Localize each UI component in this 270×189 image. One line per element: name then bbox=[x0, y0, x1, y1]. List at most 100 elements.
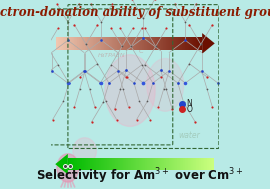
Polygon shape bbox=[147, 37, 148, 50]
Polygon shape bbox=[197, 37, 198, 50]
Polygon shape bbox=[94, 158, 95, 170]
Polygon shape bbox=[81, 158, 82, 170]
Polygon shape bbox=[160, 158, 161, 170]
Polygon shape bbox=[137, 158, 138, 170]
Polygon shape bbox=[73, 158, 74, 170]
Polygon shape bbox=[110, 37, 111, 50]
Polygon shape bbox=[170, 158, 171, 170]
Polygon shape bbox=[205, 158, 206, 170]
Polygon shape bbox=[86, 158, 87, 170]
Polygon shape bbox=[129, 158, 130, 170]
Polygon shape bbox=[114, 37, 115, 50]
Polygon shape bbox=[136, 158, 137, 170]
Polygon shape bbox=[58, 37, 59, 50]
Polygon shape bbox=[189, 37, 190, 50]
Polygon shape bbox=[172, 37, 173, 50]
Polygon shape bbox=[82, 158, 83, 170]
Polygon shape bbox=[202, 33, 215, 54]
Polygon shape bbox=[128, 158, 129, 170]
Polygon shape bbox=[141, 158, 142, 170]
Polygon shape bbox=[128, 37, 129, 50]
Polygon shape bbox=[200, 158, 201, 170]
Polygon shape bbox=[192, 37, 193, 50]
Polygon shape bbox=[131, 158, 132, 170]
Text: H₄TPAEN: H₄TPAEN bbox=[98, 53, 126, 58]
Polygon shape bbox=[119, 158, 120, 170]
Polygon shape bbox=[90, 158, 91, 170]
Polygon shape bbox=[143, 37, 144, 50]
Polygon shape bbox=[187, 158, 188, 170]
Polygon shape bbox=[102, 37, 103, 50]
Polygon shape bbox=[69, 37, 70, 50]
Polygon shape bbox=[183, 158, 184, 170]
Polygon shape bbox=[85, 158, 86, 170]
Polygon shape bbox=[138, 158, 139, 170]
Polygon shape bbox=[142, 37, 143, 50]
Polygon shape bbox=[201, 158, 202, 170]
Polygon shape bbox=[116, 158, 117, 170]
Polygon shape bbox=[93, 158, 94, 170]
Polygon shape bbox=[96, 37, 97, 50]
Polygon shape bbox=[115, 158, 116, 170]
Polygon shape bbox=[195, 158, 196, 170]
Polygon shape bbox=[175, 158, 176, 170]
Text: Cᵐ³⁺: Cᵐ³⁺ bbox=[138, 48, 154, 54]
Polygon shape bbox=[98, 158, 99, 170]
Polygon shape bbox=[68, 158, 69, 170]
Polygon shape bbox=[181, 158, 182, 170]
Polygon shape bbox=[77, 37, 78, 50]
Polygon shape bbox=[198, 158, 199, 170]
Polygon shape bbox=[158, 37, 159, 50]
Polygon shape bbox=[105, 158, 106, 170]
Polygon shape bbox=[97, 37, 98, 50]
Polygon shape bbox=[156, 158, 157, 170]
Polygon shape bbox=[184, 37, 185, 50]
Polygon shape bbox=[204, 158, 205, 170]
Polygon shape bbox=[57, 37, 58, 50]
Polygon shape bbox=[190, 158, 191, 170]
Polygon shape bbox=[144, 37, 145, 50]
Polygon shape bbox=[139, 37, 140, 50]
Polygon shape bbox=[74, 37, 75, 50]
Polygon shape bbox=[122, 37, 123, 50]
Polygon shape bbox=[209, 158, 210, 170]
Polygon shape bbox=[78, 158, 79, 170]
Polygon shape bbox=[156, 37, 157, 50]
Polygon shape bbox=[106, 158, 107, 170]
Polygon shape bbox=[166, 37, 167, 50]
Polygon shape bbox=[81, 37, 82, 50]
Polygon shape bbox=[66, 37, 67, 50]
Polygon shape bbox=[174, 158, 175, 170]
Polygon shape bbox=[84, 158, 85, 170]
Polygon shape bbox=[63, 37, 64, 50]
Polygon shape bbox=[175, 37, 176, 50]
Polygon shape bbox=[75, 158, 76, 170]
Polygon shape bbox=[123, 158, 124, 170]
Polygon shape bbox=[86, 37, 87, 50]
Ellipse shape bbox=[147, 58, 184, 111]
Polygon shape bbox=[79, 158, 80, 170]
Polygon shape bbox=[154, 158, 155, 170]
Polygon shape bbox=[163, 158, 164, 170]
Polygon shape bbox=[119, 37, 120, 50]
Polygon shape bbox=[191, 158, 192, 170]
Polygon shape bbox=[183, 37, 184, 50]
Ellipse shape bbox=[73, 138, 96, 164]
Polygon shape bbox=[208, 158, 209, 170]
Polygon shape bbox=[65, 37, 66, 50]
Polygon shape bbox=[188, 158, 189, 170]
Polygon shape bbox=[134, 158, 135, 170]
Polygon shape bbox=[167, 158, 168, 170]
Polygon shape bbox=[162, 37, 163, 50]
Polygon shape bbox=[87, 158, 88, 170]
Polygon shape bbox=[167, 37, 168, 50]
Polygon shape bbox=[88, 37, 89, 50]
Polygon shape bbox=[179, 37, 180, 50]
Polygon shape bbox=[92, 158, 93, 170]
Polygon shape bbox=[83, 37, 84, 50]
Ellipse shape bbox=[57, 154, 79, 182]
Polygon shape bbox=[113, 158, 114, 170]
Polygon shape bbox=[85, 37, 86, 50]
Polygon shape bbox=[74, 158, 75, 170]
Polygon shape bbox=[177, 37, 178, 50]
